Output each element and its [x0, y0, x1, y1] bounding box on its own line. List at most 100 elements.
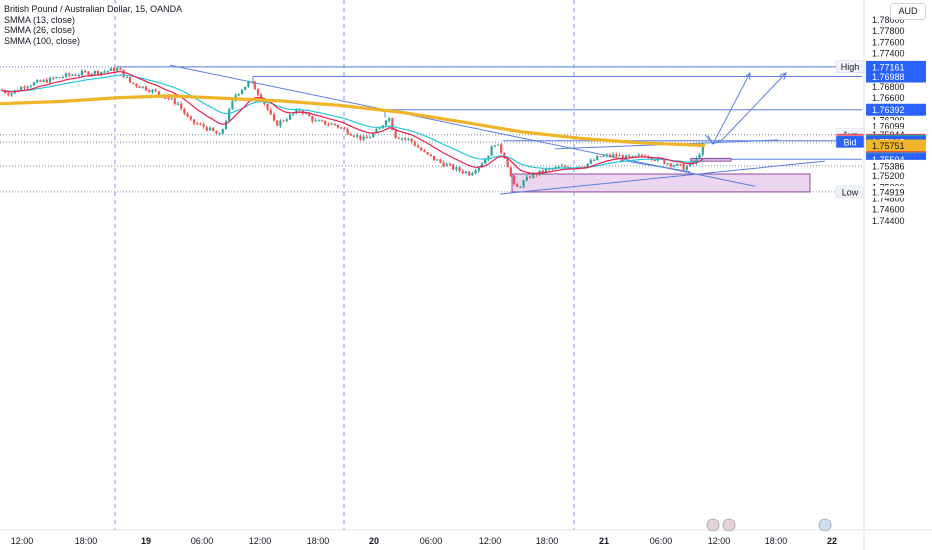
candle-body[interactable]	[244, 86, 247, 91]
smma26-line[interactable]	[1, 74, 704, 170]
candle-body[interactable]	[439, 159, 442, 163]
candle-body[interactable]	[176, 103, 180, 105]
candle-body[interactable]	[170, 98, 173, 100]
candle-body[interactable]	[647, 157, 650, 159]
candle-body[interactable]	[599, 156, 602, 158]
candle-body[interactable]	[605, 154, 608, 156]
candle-body[interactable]	[548, 168, 551, 170]
candle-body[interactable]	[180, 103, 183, 109]
candle-body[interactable]	[624, 155, 628, 160]
candle-body[interactable]	[106, 70, 109, 72]
candle-body[interactable]	[612, 154, 615, 157]
candle-body[interactable]	[154, 89, 157, 92]
candle-body[interactable]	[247, 81, 250, 87]
currency-button[interactable]: AUD	[890, 3, 926, 20]
candle-body[interactable]	[688, 162, 692, 167]
candle-body[interactable]	[586, 163, 589, 168]
candle-body[interactable]	[269, 109, 272, 115]
candle-body[interactable]	[672, 165, 676, 167]
candle-body[interactable]	[84, 71, 87, 73]
candle-body[interactable]	[151, 89, 154, 92]
candle-body[interactable]	[452, 164, 455, 170]
trend-line[interactable]	[619, 159, 691, 173]
candle-body[interactable]	[541, 170, 544, 173]
candle-body[interactable]	[32, 82, 36, 86]
candle-body[interactable]	[224, 121, 228, 130]
candle-body[interactable]	[228, 109, 231, 122]
candle-body[interactable]	[215, 131, 218, 134]
candle-body[interactable]	[333, 123, 336, 126]
candle-body[interactable]	[640, 154, 644, 156]
candle-body[interactable]	[336, 125, 340, 128]
candle-body[interactable]	[698, 154, 701, 158]
candle-body[interactable]	[506, 157, 509, 168]
candle-body[interactable]	[669, 163, 672, 167]
candle-body[interactable]	[455, 167, 458, 170]
candle-body[interactable]	[10, 93, 13, 96]
candle-body[interactable]	[471, 173, 474, 176]
candle-body[interactable]	[490, 146, 493, 156]
candle-body[interactable]	[493, 145, 496, 147]
candle-body[interactable]	[202, 124, 205, 127]
candle-body[interactable]	[618, 155, 621, 157]
price-label[interactable]: 1.77161	[866, 60, 926, 73]
candle-body[interactable]	[564, 165, 567, 168]
candle-body[interactable]	[480, 163, 484, 167]
candle-body[interactable]	[343, 127, 346, 129]
candle-body[interactable]	[679, 163, 682, 165]
candle-body[interactable]	[346, 128, 349, 134]
candle-body[interactable]	[100, 71, 103, 75]
candle-body[interactable]	[340, 127, 343, 129]
candle-body[interactable]	[557, 166, 560, 168]
projection-arrow[interactable]	[704, 72, 751, 145]
candle-body[interactable]	[615, 154, 618, 157]
candle-body[interactable]	[637, 154, 640, 156]
candle-body[interactable]	[71, 75, 74, 77]
candle-body[interactable]	[516, 184, 519, 187]
candle-body[interactable]	[116, 67, 119, 72]
demand-zone[interactable]	[511, 173, 811, 193]
candle-body[interactable]	[474, 170, 477, 174]
candle-body[interactable]	[448, 164, 452, 166]
candle-body[interactable]	[266, 103, 269, 110]
candle-body[interactable]	[90, 73, 93, 76]
candle-body[interactable]	[468, 171, 471, 176]
price-label[interactable]: 1.76988	[866, 70, 926, 83]
candle-body[interactable]	[221, 129, 224, 134]
candle-body[interactable]	[535, 173, 538, 176]
candle-body[interactable]	[148, 90, 151, 92]
candle-body[interactable]	[23, 87, 26, 89]
candle-body[interactable]	[186, 113, 189, 117]
candle-body[interactable]	[231, 100, 234, 110]
candle-body[interactable]	[423, 150, 426, 152]
candle-body[interactable]	[288, 114, 292, 120]
symbol-title[interactable]: British Pound / Australian Dollar, 15, O…	[4, 4, 183, 14]
candle-body[interactable]	[74, 75, 77, 77]
candle-body[interactable]	[218, 133, 221, 135]
candle-body[interactable]	[324, 120, 327, 125]
candle-body[interactable]	[77, 75, 80, 77]
indicator-smma13[interactable]: SMMA (13, close)	[4, 14, 76, 25]
candle-body[interactable]	[7, 93, 10, 96]
candle-body[interactable]	[279, 120, 282, 126]
candle-body[interactable]	[400, 138, 404, 140]
candle-body[interactable]	[4, 90, 7, 94]
candle-body[interactable]	[484, 159, 487, 164]
candle-body[interactable]	[311, 116, 314, 122]
candle-body[interactable]	[125, 77, 128, 79]
price-label[interactable]: 1.74919 Low	[835, 185, 926, 199]
candle-body[interactable]	[272, 114, 276, 121]
candle-body[interactable]	[496, 144, 500, 146]
candle-body[interactable]	[26, 86, 29, 88]
candle-body[interactable]	[64, 73, 68, 77]
event-flag-icon[interactable]	[818, 518, 832, 532]
candle-body[interactable]	[384, 120, 388, 126]
candle-body[interactable]	[487, 155, 490, 160]
candle-body[interactable]	[634, 155, 637, 157]
candle-body[interactable]	[135, 83, 138, 87]
candle-body[interactable]	[314, 120, 317, 122]
candle-body[interactable]	[461, 170, 464, 173]
candle-body[interactable]	[36, 80, 39, 83]
candle-body[interactable]	[327, 124, 330, 126]
